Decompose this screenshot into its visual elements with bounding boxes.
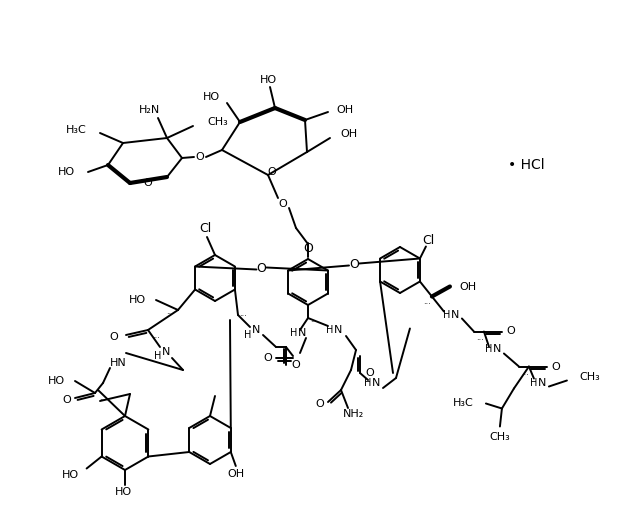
Text: H₃C: H₃C	[67, 125, 87, 135]
Text: H: H	[444, 309, 451, 320]
Text: CH₃: CH₃	[579, 373, 600, 382]
Text: ...: ...	[152, 332, 160, 340]
Text: O: O	[196, 152, 204, 162]
Text: H: H	[154, 351, 162, 361]
Text: • HCl: • HCl	[508, 158, 545, 172]
Text: H: H	[485, 344, 493, 355]
Text: OH: OH	[227, 469, 244, 479]
Text: ...: ...	[423, 297, 431, 306]
Text: O: O	[63, 395, 72, 405]
Text: O: O	[316, 399, 324, 409]
Text: N: N	[298, 328, 306, 338]
Text: O: O	[292, 360, 300, 370]
Text: HO: HO	[115, 487, 132, 497]
Text: ...: ...	[99, 394, 107, 402]
Text: Cl: Cl	[422, 234, 434, 247]
Text: H: H	[326, 325, 333, 335]
Text: N: N	[252, 325, 260, 335]
Text: N: N	[162, 347, 170, 357]
Text: HO: HO	[61, 469, 79, 480]
Text: O: O	[506, 326, 515, 337]
Text: H: H	[364, 378, 372, 388]
Text: CH₃: CH₃	[490, 431, 510, 442]
Text: O: O	[365, 368, 374, 378]
Text: H₂N: H₂N	[140, 105, 161, 115]
Text: H: H	[530, 377, 538, 388]
Text: O: O	[109, 332, 118, 342]
Text: H: H	[291, 328, 298, 338]
Text: HO: HO	[48, 376, 65, 386]
Text: H₃C: H₃C	[453, 397, 474, 408]
Text: HO: HO	[259, 75, 276, 85]
Text: N: N	[334, 325, 342, 335]
Text: N: N	[538, 377, 546, 388]
Text: ...: ...	[166, 307, 174, 317]
Text: OH: OH	[459, 282, 476, 291]
Text: O: O	[552, 361, 560, 372]
Text: O: O	[278, 199, 287, 209]
Text: OH: OH	[340, 129, 357, 139]
Text: N: N	[451, 309, 459, 320]
Text: ...: ...	[476, 333, 484, 342]
Text: HO: HO	[129, 295, 146, 305]
Text: HN: HN	[109, 358, 126, 368]
Text: HO: HO	[58, 167, 75, 177]
Text: ...: ...	[310, 316, 318, 324]
Text: O: O	[143, 178, 152, 188]
Text: ...: ...	[239, 308, 247, 318]
Text: O: O	[264, 353, 273, 363]
Text: OH: OH	[336, 105, 353, 115]
Text: O: O	[303, 242, 313, 254]
Text: N: N	[372, 378, 380, 388]
Text: O: O	[349, 258, 359, 271]
Text: H: H	[244, 330, 252, 340]
Text: HO: HO	[203, 92, 220, 102]
Text: N: N	[493, 344, 501, 355]
Text: ...: ...	[521, 368, 529, 377]
Text: NH₂: NH₂	[344, 409, 365, 419]
Text: O: O	[257, 262, 266, 275]
Text: CH₃: CH₃	[207, 117, 228, 127]
Text: O: O	[268, 167, 276, 177]
Text: Cl: Cl	[199, 222, 211, 234]
